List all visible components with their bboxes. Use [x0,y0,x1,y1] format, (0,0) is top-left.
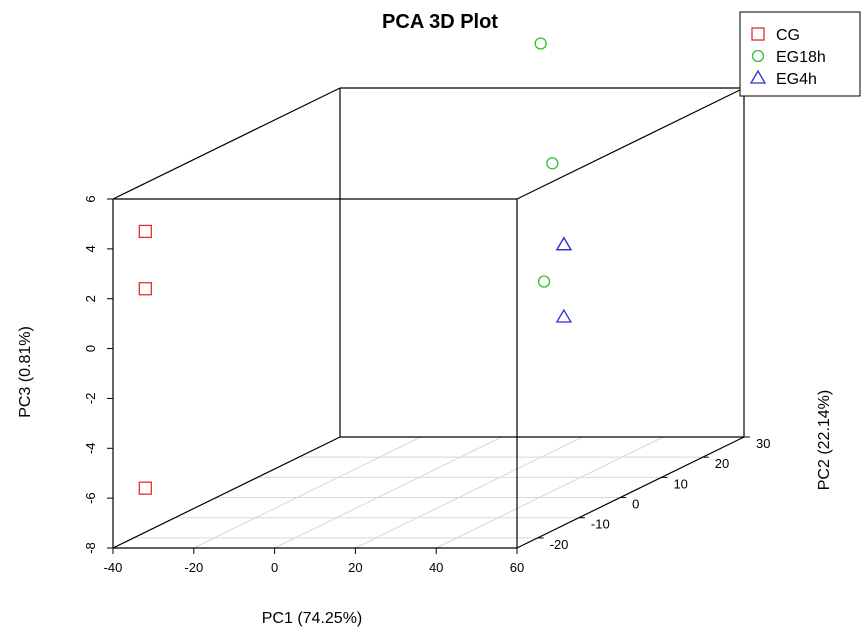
legend-box [739,11,861,97]
point-eg18h [537,275,551,288]
y-tick-label: 30 [756,436,770,451]
point-eg4h [555,236,573,251]
legend-marker-eg4h [749,69,767,84]
floor-grid-line-x [355,436,583,549]
cube-edge [112,436,341,549]
z-tick-label: -2 [83,393,98,405]
z-tick-label: -4 [83,443,98,455]
z-tick-label: 4 [83,245,98,252]
data-points [138,37,573,495]
point-cg [138,282,152,296]
z-tick-label: 6 [83,195,98,202]
z-tick-label: -6 [83,492,98,504]
point-eg4h [555,308,573,323]
y-tick-label: 20 [715,456,729,471]
y-axis-label: PC2 (22.14%) [816,390,833,491]
x-axis-label: PC1 (74.25%) [262,610,363,627]
x-tick-label: 0 [271,560,278,575]
point-eg18h [546,157,559,170]
cube-edge [516,436,745,549]
legend-label-eg18h: EG18h [776,49,826,66]
floor-grid-line-x [274,436,502,549]
x-tick-label: 20 [348,560,362,575]
chart-title: PCA 3D Plot [382,11,498,33]
z-tick-label: 0 [83,345,98,352]
legend-marker-cg [751,27,765,41]
point-cg [138,481,152,495]
cube-box [112,87,745,549]
x-tick-label: 60 [510,560,524,575]
x-tick-label: 40 [429,560,443,575]
floor-grid [133,436,703,549]
legend-marker-eg18h [751,49,765,63]
z-axis-label: PC3 (0.81%) [17,326,34,418]
y-tick-label: 10 [673,476,687,491]
z-tick-label: 2 [83,295,98,302]
y-tick-label: -20 [550,537,569,552]
floor-grid-line-x [193,436,422,549]
legend-label-eg4h: EG4h [776,71,817,88]
z-tick-label: -8 [83,542,98,554]
point-cg [138,224,152,239]
legend: CG EG18h EG4h [739,11,861,97]
x-tick-label: -40 [104,560,123,575]
legend-label-cg: CG [776,27,800,44]
x-tick-label: -20 [184,560,203,575]
cube-edge [112,87,341,200]
point-eg18h [534,37,547,50]
y-tick-label: 0 [632,497,639,512]
cube-edge [516,87,745,200]
y-tick-label: -10 [591,517,610,532]
point-eg4h [555,236,573,251]
floor-grid-line-x [435,436,664,549]
